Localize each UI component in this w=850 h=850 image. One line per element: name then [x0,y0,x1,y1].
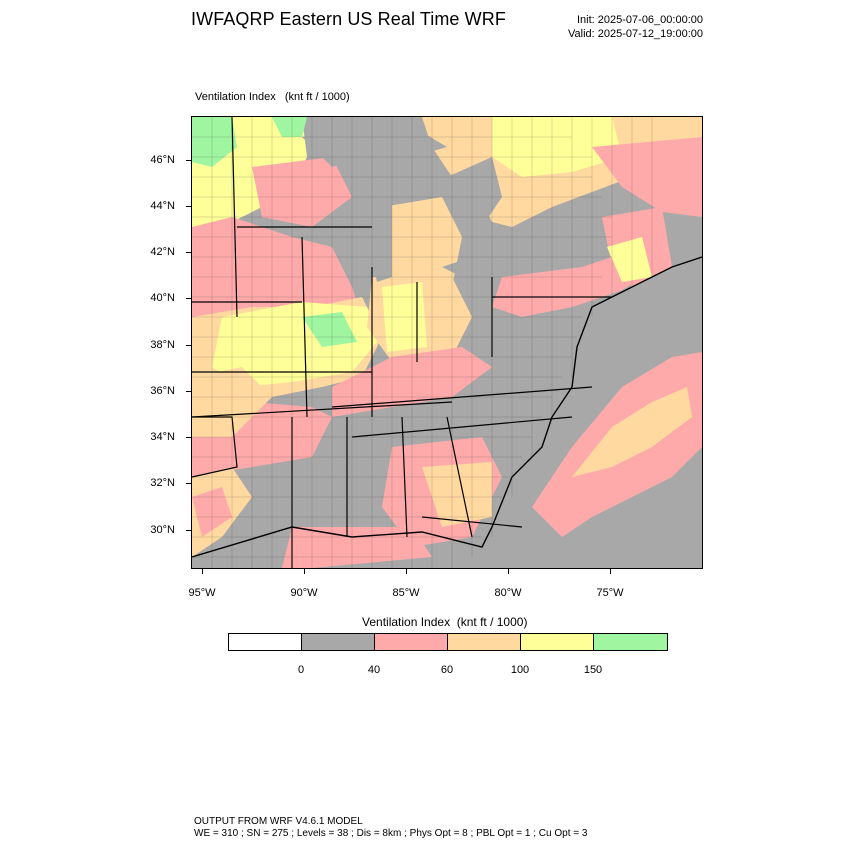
lon-label-75: 75°W [596,587,624,599]
lat-label-46: 46°N [150,154,175,166]
wisconsin-pink [252,157,352,227]
legend-swatch-1 [302,634,375,650]
lon-tick [508,569,509,574]
coastline [192,256,702,558]
legend-label-150: 150 [583,664,603,676]
lake-erie [442,247,512,282]
pennsylvania-ny-pink [492,247,642,317]
legend-label-0: 0 [297,664,305,676]
gulf-coast-pink [282,527,432,568]
lon-tick [406,569,407,574]
new-england-yellow [607,237,652,282]
lat-tick [186,483,191,484]
lat-tick [186,530,191,531]
offshore-orange [572,387,692,477]
lon-tick [304,569,305,574]
page-title: IWFAQRP Eastern US Real Time WRF [191,9,506,29]
lon-label-80: 80°W [494,587,522,599]
lat-tick [186,206,191,207]
lat-tick [186,391,191,392]
lat-label-40: 40°N [150,292,175,304]
lon-label-90: 90°W [290,587,318,599]
lat-label-32: 32°N [150,477,175,489]
legend-swatch-5 [594,634,667,650]
color-legend [228,633,668,651]
lat-tick [186,437,191,438]
valid-time: Valid: 2025-07-12_19:00:00 [568,28,703,40]
lon-tick [610,569,611,574]
lat-label-44: 44°N [150,200,175,212]
lat-label-38: 38°N [150,339,175,351]
lat-label-36: 36°N [150,385,175,397]
illinois-green [302,312,357,347]
init-time: Init: 2025-07-06_00:00:00 [577,14,703,26]
lon-label-85: 85°W [392,587,420,599]
canada-yellow-region [492,117,622,177]
ventilation-map [191,116,703,569]
northeast-pink-region [592,137,702,217]
lat-tick [186,252,191,253]
lake-michigan [367,187,392,282]
map-subtitle: Ventilation Index (knt ft / 1000) [195,91,350,103]
georgia-orange [422,462,492,527]
map-svg [192,117,702,568]
legend-swatch-0 [229,634,302,650]
lake-huron [447,157,502,227]
minnesota-green [192,117,237,167]
lake-ontario [512,227,557,252]
legend-swatch-2 [375,634,448,650]
footer-model: OUTPUT FROM WRF V4.6.1 MODEL [194,816,363,827]
legend-label-60: 60 [440,664,454,676]
lon-label-95: 95°W [188,587,216,599]
legend-swatch-3 [448,634,521,650]
lat-tick [186,160,191,161]
legend-label-40: 40 [367,664,381,676]
lat-label-42: 42°N [150,246,175,258]
lon-tick [202,569,203,574]
north-green [272,117,307,137]
legend-swatch-4 [521,634,594,650]
footer-config: WE = 310 ; SN = 275 ; Levels = 38 ; Dis … [194,828,588,839]
lat-label-30: 30°N [150,524,175,536]
legend-label-100: 100 [510,664,530,676]
lat-tick [186,345,191,346]
county-lines [192,117,653,568]
legend-title: Ventilation Index (knt ft / 1000) [362,615,528,629]
lat-label-34: 34°N [150,431,175,443]
lat-tick [186,298,191,299]
